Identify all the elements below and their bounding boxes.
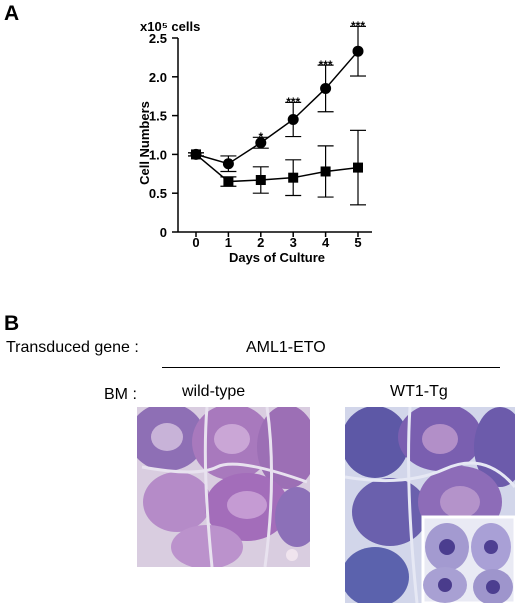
- wt1tg-label: WT1-Tg: [390, 383, 448, 400]
- wildtype-label: wild-type: [182, 383, 246, 400]
- data-point-square: [223, 176, 234, 187]
- data-point-circle: [352, 45, 364, 57]
- y-axis-label: Cell Numbers: [137, 101, 152, 185]
- gene-divider: [162, 367, 500, 368]
- series: [188, 25, 366, 206]
- significance-mark: ***: [351, 19, 365, 33]
- x-tick-label: 3: [290, 235, 297, 250]
- data-point-square: [353, 162, 363, 173]
- y-tick-label: 2.0: [149, 70, 167, 85]
- x-tick-label: 0: [192, 235, 199, 250]
- bm-label: BM :: [104, 386, 137, 403]
- series-line-0: [195, 50, 359, 165]
- data-point-circle: [222, 158, 234, 170]
- x-axis-label: Days of Culture: [229, 250, 325, 265]
- data-point-circle: [287, 113, 299, 125]
- y-ticks: 0 0.5 1.0 1.5 2.0 2.5: [149, 31, 178, 240]
- chart-unit-label: x10⁵ cells: [140, 19, 200, 34]
- significance-annotations: **********: [258, 19, 365, 144]
- x-tick-label: 4: [322, 235, 330, 250]
- significance-mark: ***: [319, 58, 333, 72]
- growth-chart: x10⁵ cells Cell Numbers Days of Culture …: [137, 19, 372, 265]
- panel-a-letter: A: [4, 2, 20, 25]
- series-line-1: [195, 153, 359, 183]
- y-axis-title: Cell Numbers: [137, 101, 152, 185]
- data-point-square: [255, 175, 266, 186]
- data-point-circle: [255, 137, 267, 149]
- y-tick-label: 0: [160, 225, 167, 240]
- significance-mark: *: [258, 130, 263, 144]
- y-tick-label: 0.5: [149, 186, 167, 201]
- transduced-gene-label: Transduced gene :: [6, 339, 139, 356]
- significance-mark: ***: [286, 95, 300, 109]
- micrograph-wt1tg: [345, 407, 515, 603]
- data-point-square: [320, 166, 331, 177]
- data-point-square: [288, 172, 299, 183]
- data-point-square: [191, 149, 201, 160]
- gene-name: AML1-ETO: [246, 339, 326, 356]
- y-tick-label: 1.0: [149, 147, 167, 162]
- x-tick-label: 1: [225, 235, 232, 250]
- y-tick-label: 1.5: [149, 109, 167, 124]
- x-tick-label: 5: [354, 235, 361, 250]
- y-tick-label: 2.5: [149, 31, 167, 46]
- x-tick-label: 2: [257, 235, 264, 250]
- panel-b-letter: B: [4, 312, 20, 335]
- x-ticks: 0 1 2 3 4 5: [192, 232, 362, 250]
- data-point-circle: [320, 82, 332, 94]
- micrograph-wildtype: [137, 407, 310, 567]
